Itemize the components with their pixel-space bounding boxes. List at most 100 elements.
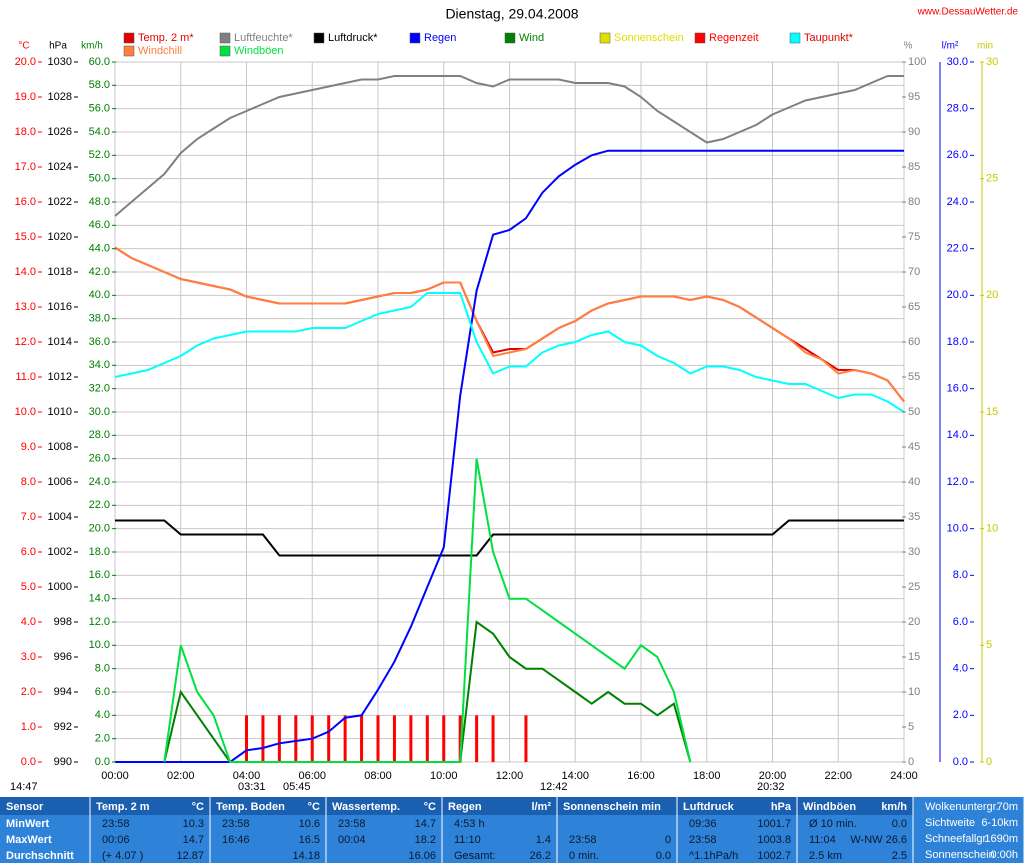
y-tick-label: 12.0 <box>947 476 968 488</box>
y-tick-label: 10.0 <box>89 639 110 651</box>
bar <box>261 715 265 762</box>
y-tick-label: 1014 <box>48 336 72 348</box>
cell-label: 23:58 <box>689 834 717 846</box>
annotation: 12:42 <box>540 781 568 793</box>
axis-unit: % <box>904 41 913 52</box>
column-unit: °C <box>424 801 436 813</box>
cell-label: 4:53 h <box>454 818 485 830</box>
column-header: Sensor <box>6 801 44 813</box>
y-tick-label: 28.0 <box>947 103 968 115</box>
y-tick-label: 24.0 <box>89 476 110 488</box>
y-tick-label: 1004 <box>48 511 72 523</box>
column-header: Temp. Boden <box>216 801 285 813</box>
cell-value: 6-10km <box>981 817 1018 829</box>
cell-value: 12.87 <box>176 850 204 862</box>
y-tick-label: 0.0 <box>953 756 968 768</box>
y-tick-label: 1008 <box>48 441 72 453</box>
y-tick-label: 85 <box>908 161 920 173</box>
legend-swatch <box>123 45 135 57</box>
y-tick-label: 4.0 <box>95 709 110 721</box>
legend-label: Regenzeit <box>709 32 759 44</box>
x-tick-label: 02:00 <box>167 770 195 782</box>
bar <box>524 715 528 762</box>
column-unit: km/h <box>881 801 907 813</box>
bar <box>277 715 281 762</box>
y-tick-label: 25 <box>908 581 920 593</box>
legend-swatch <box>694 32 706 44</box>
cell-label: Gesamt: <box>454 850 496 862</box>
x-tick-label: 06:00 <box>298 770 326 782</box>
y-tick-label: 75 <box>908 231 920 243</box>
y-tick-label: 45 <box>908 441 920 453</box>
legend-label: Temp. 2 m* <box>138 32 194 44</box>
legend-swatch <box>599 32 611 44</box>
series-line <box>114 292 905 413</box>
legend-label: Luftfeuchte* <box>234 32 293 44</box>
y-tick-label: 18.0 <box>947 336 968 348</box>
y-tick-label: 18.0 <box>89 546 110 558</box>
y-tick-label: 10.0 <box>15 406 36 418</box>
y-tick-label: 60 <box>908 336 920 348</box>
y-tick-label: 50 <box>908 406 920 418</box>
bar <box>392 715 396 762</box>
cell-value: 1.4 <box>536 834 551 846</box>
y-tick-label: 15 <box>908 651 920 663</box>
cell-value: 0 <box>665 834 671 846</box>
axis-unit: km/h <box>81 41 103 52</box>
axis-unit: l/m² <box>942 41 959 52</box>
y-tick-label: 20 <box>908 616 920 628</box>
y-tick-label: 1002 <box>48 546 72 558</box>
y-tick-label: 10 <box>908 686 920 698</box>
cell-label: Ø 10 min. <box>809 818 857 830</box>
annotation: 14:47 <box>10 781 38 793</box>
y-tick-label: 17.0 <box>15 161 36 173</box>
x-tick-label: 00:00 <box>101 770 129 782</box>
y-tick-label: 1006 <box>48 476 72 488</box>
y-tick-label: 0.0 <box>95 756 110 768</box>
annotation: 20:32 <box>757 781 785 793</box>
cell-value: 14.7 <box>415 818 436 830</box>
legend-label: Windböen <box>234 45 284 57</box>
legend-label: Taupunkt* <box>804 32 854 44</box>
y-tick-label: 95 <box>908 91 920 103</box>
cell-value: 0.0 <box>656 850 671 862</box>
x-tick-label: 16:00 <box>627 770 655 782</box>
y-tick-label: 60.0 <box>89 56 110 68</box>
cell-label: MinWert <box>6 818 50 830</box>
y-tick-label: 48.0 <box>89 196 110 208</box>
y-tick-label: 1016 <box>48 301 72 313</box>
y-tick-label: 0 <box>908 756 914 768</box>
y-tick-label: 16.0 <box>947 383 968 395</box>
y-tick-label: 1030 <box>48 56 72 68</box>
annotation: 05:45 <box>283 781 311 793</box>
y-tick-label: 22.0 <box>89 499 110 511</box>
y-tick-label: 46.0 <box>89 219 110 231</box>
cell-value: 2.5 <box>892 850 907 862</box>
column-header: Windböen <box>803 801 856 813</box>
y-tick-label: 2.0 <box>21 686 36 698</box>
column-header: Luftdruck <box>683 801 735 813</box>
y-tick-label: 56.0 <box>89 103 110 115</box>
column-unit: hPa <box>771 801 792 813</box>
y-tick-label: 19.0 <box>15 91 36 103</box>
y-tick-label: 70 <box>908 266 920 278</box>
y-tick-label: 9.0 <box>21 441 36 453</box>
y-tick-label: 996 <box>54 651 72 663</box>
legend-swatch <box>123 32 135 44</box>
y-tick-label: 6.0 <box>95 686 110 698</box>
y-tick-label: 992 <box>54 721 72 733</box>
y-tick-label: 16.0 <box>89 569 110 581</box>
series-line <box>114 246 905 403</box>
cell-label: 09:36 <box>689 818 717 830</box>
cell-label: MaxWert <box>6 834 52 846</box>
y-tick-label: 994 <box>54 686 72 698</box>
y-tick-label: 8.0 <box>953 569 968 581</box>
cell-label: 23:58 <box>102 818 130 830</box>
y-tick-label: 20.0 <box>15 56 36 68</box>
cell-label: 11:10 <box>454 834 481 846</box>
legend-swatch <box>409 32 421 44</box>
y-tick-label: 1026 <box>48 126 72 138</box>
y-tick-label: 11.0 <box>15 371 36 383</box>
chart-title: Dienstag, 29.04.2008 <box>445 6 578 22</box>
y-tick-label: 5 <box>986 639 992 651</box>
